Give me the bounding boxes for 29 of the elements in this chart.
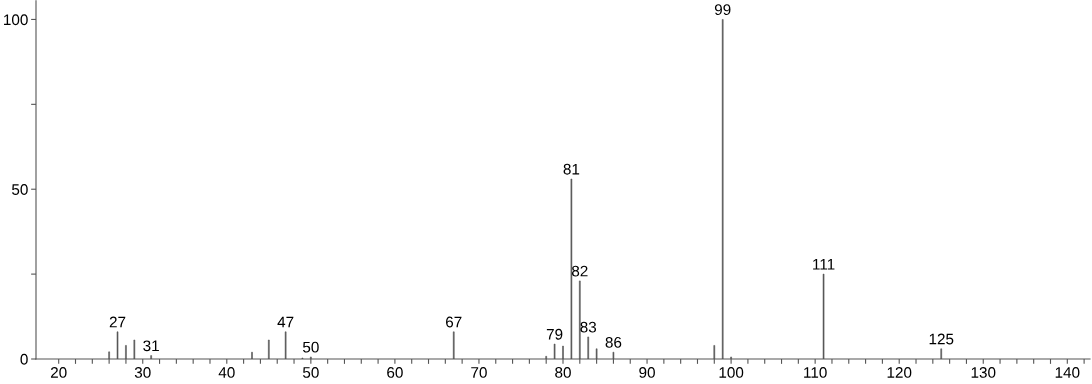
x-tick-label: 140	[1055, 367, 1080, 378]
annotation: 83	[580, 321, 597, 333]
x-tick-label: 70	[471, 367, 487, 378]
annotation: 67	[446, 316, 462, 328]
x-tick-label: 40	[218, 367, 235, 378]
annotation: 47	[277, 316, 294, 328]
x-tick-label: 110	[804, 367, 827, 378]
x-tick-label: 130	[971, 367, 996, 378]
annotation: 81	[563, 163, 580, 175]
y-tick-label: 0	[20, 353, 28, 365]
x-tick-label: 100	[719, 367, 744, 378]
x-tick-label: 30	[134, 367, 151, 378]
annotation: 99	[714, 4, 731, 16]
y-tick-label: 50	[11, 184, 28, 195]
annotation: 86	[605, 336, 622, 348]
annotation: 82	[571, 265, 588, 277]
annotation: 111	[813, 259, 835, 270]
annotation: 50	[302, 341, 319, 353]
x-tick-label: 80	[555, 367, 571, 378]
x-tick-label: 90	[639, 367, 655, 378]
x-tick-label: 120	[887, 367, 912, 378]
x-tick-label: 20	[50, 367, 67, 378]
annotation: 125	[929, 333, 954, 345]
y-tick-label: 100	[4, 14, 28, 26]
x-tick-label: 50	[302, 367, 319, 378]
annotation: 31	[143, 340, 159, 352]
annotation: 27	[109, 316, 126, 328]
x-tick-label: 60	[387, 367, 403, 378]
annotation: 79	[546, 328, 563, 340]
